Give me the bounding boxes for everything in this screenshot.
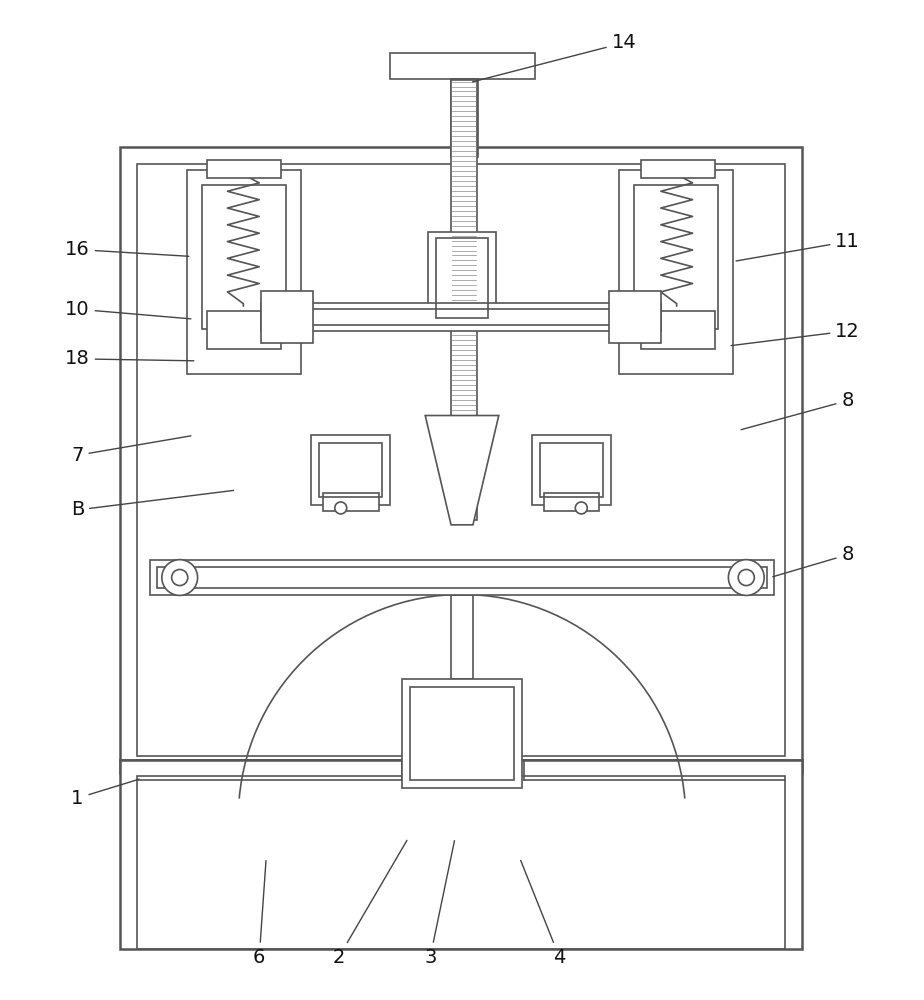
Text: 12: 12: [731, 322, 860, 346]
Text: 1: 1: [71, 779, 140, 808]
Bar: [543, 493, 599, 511]
Bar: [634, 185, 719, 329]
Text: 14: 14: [473, 33, 637, 82]
Bar: [402, 679, 522, 788]
Bar: [310, 435, 391, 505]
Bar: [540, 443, 603, 497]
Bar: [641, 311, 715, 349]
Text: 11: 11: [736, 232, 860, 261]
Bar: [207, 311, 281, 349]
Bar: [391, 53, 535, 79]
Bar: [269, 309, 653, 325]
Bar: [451, 80, 477, 520]
Text: 3: 3: [424, 841, 455, 967]
Bar: [137, 164, 785, 756]
Bar: [531, 435, 611, 505]
Circle shape: [576, 502, 588, 514]
Bar: [137, 776, 785, 949]
Bar: [261, 303, 661, 331]
Text: 4: 4: [521, 860, 565, 967]
Bar: [609, 291, 661, 343]
Bar: [150, 560, 774, 595]
Bar: [120, 760, 802, 949]
Circle shape: [738, 569, 754, 586]
Bar: [201, 185, 286, 329]
Text: 18: 18: [65, 349, 194, 368]
Text: B: B: [70, 490, 234, 519]
Bar: [451, 595, 473, 679]
Bar: [451, 79, 478, 157]
Bar: [410, 687, 514, 780]
Bar: [428, 232, 496, 326]
Bar: [619, 170, 734, 374]
Bar: [436, 238, 488, 318]
Text: 8: 8: [772, 545, 854, 577]
Text: 10: 10: [65, 300, 191, 319]
Bar: [207, 160, 281, 178]
Circle shape: [334, 502, 346, 514]
Bar: [319, 443, 383, 497]
Text: 6: 6: [253, 861, 266, 967]
Bar: [641, 160, 715, 178]
Circle shape: [728, 560, 764, 595]
Bar: [322, 493, 379, 511]
Text: 16: 16: [65, 240, 188, 259]
Text: 8: 8: [741, 391, 854, 430]
Polygon shape: [425, 416, 499, 525]
Text: 7: 7: [71, 436, 191, 465]
Circle shape: [162, 560, 198, 595]
Bar: [120, 147, 802, 773]
Circle shape: [172, 569, 188, 586]
Bar: [261, 291, 313, 343]
Text: 2: 2: [333, 840, 407, 967]
Bar: [157, 567, 767, 588]
Bar: [187, 170, 301, 374]
